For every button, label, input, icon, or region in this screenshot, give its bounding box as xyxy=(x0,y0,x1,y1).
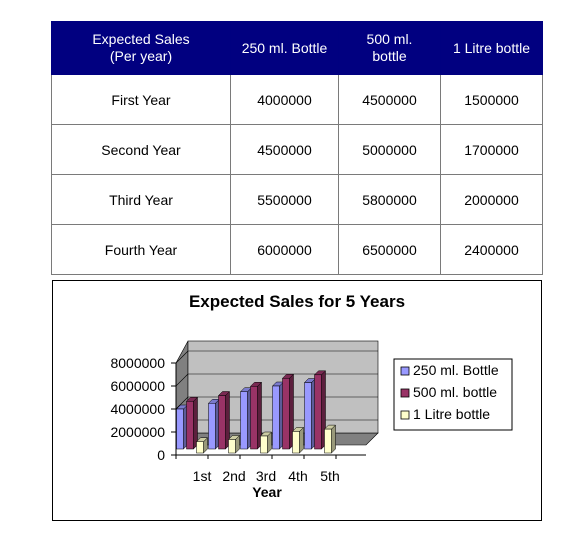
bar xyxy=(271,381,285,450)
cell-value: 2000000 xyxy=(440,174,543,225)
x-tick-label: 3rd xyxy=(256,468,276,484)
header-250ml: 250 ml. Bottle xyxy=(230,21,339,75)
y-tick-label: 6000000 xyxy=(110,378,165,394)
table-row: Second Year 4500000 5000000 1700000 xyxy=(51,124,543,175)
chart-container: Expected Sales for 5 Years 8000000 600000… xyxy=(52,280,542,521)
y-tick-label: 8000000 xyxy=(110,355,165,371)
cell-value: 1700000 xyxy=(440,124,543,175)
header-250ml-label: 250 ml. Bottle xyxy=(241,39,328,56)
x-ticks: 1st 2nd 3rd 4th 5th xyxy=(175,455,340,484)
gridline-side xyxy=(175,373,189,387)
chart-title: Expected Sales for 5 Years xyxy=(189,292,405,311)
x-tick-label: 2nd xyxy=(222,468,245,484)
bar xyxy=(239,387,253,450)
bar xyxy=(323,424,337,454)
y-tick-label: 2000000 xyxy=(110,424,165,440)
x-tick-label: 1st xyxy=(193,468,212,484)
header-500ml-label: 500 ml. bottle xyxy=(366,31,413,64)
legend-label: 250 ml. Bottle xyxy=(413,362,499,378)
bar xyxy=(195,437,209,454)
cell-value: 5800000 xyxy=(338,174,441,225)
y-tick-label: 4000000 xyxy=(110,401,165,417)
gridline-side xyxy=(175,350,189,364)
row-label: Second Year xyxy=(51,124,231,175)
row-label: First Year xyxy=(51,74,231,125)
cell-value: 4500000 xyxy=(338,74,441,125)
x-tick-label: 5th xyxy=(320,468,339,484)
bar xyxy=(313,370,327,450)
cell-value: 1500000 xyxy=(440,74,543,125)
header-500ml: 500 ml. bottle xyxy=(338,21,441,75)
bar xyxy=(217,390,231,450)
header-expected-sales: Expected Sales (Per year) xyxy=(51,21,231,75)
cell-value: 4500000 xyxy=(230,124,339,175)
bar xyxy=(281,373,295,450)
legend-swatch xyxy=(400,410,410,420)
sales-chart: Expected Sales for 5 Years 8000000 600000… xyxy=(110,292,513,500)
cell-value: 5500000 xyxy=(230,174,339,225)
bar xyxy=(175,404,189,450)
legend-label: 500 ml. bottle xyxy=(413,384,497,400)
gridline-side xyxy=(175,396,189,410)
row-label: Third Year xyxy=(51,174,231,225)
bar xyxy=(185,396,199,450)
legend xyxy=(393,358,513,431)
legend-swatch xyxy=(400,366,410,376)
legend-items: 250 ml. Bottle 500 ml. bottle 1 Litre bott… xyxy=(400,362,499,422)
x-tick-label: 4th xyxy=(288,468,307,484)
bar xyxy=(249,381,263,450)
table-row: Third Year 5500000 5800000 2000000 xyxy=(51,174,543,225)
y-ticks: 8000000 6000000 4000000 2000000 0 xyxy=(110,355,176,463)
cell-value: 6000000 xyxy=(230,224,339,275)
header-1litre-label: 1 Litre bottle xyxy=(452,39,531,56)
table-row: First Year 4000000 4500000 1500000 xyxy=(51,74,543,125)
cell-value: 4000000 xyxy=(230,74,339,125)
cell-value: 5000000 xyxy=(338,124,441,175)
y-tick-label: 0 xyxy=(157,447,165,463)
bar xyxy=(207,398,221,450)
x-axis-label: Year xyxy=(252,484,282,500)
table-row: Fourth Year 6000000 6500000 2400000 xyxy=(51,224,543,275)
legend-swatch xyxy=(400,388,410,398)
bar xyxy=(259,431,273,454)
cell-value: 6500000 xyxy=(338,224,441,275)
sales-table: Expected Sales (Per year) 250 ml. Bottle… xyxy=(51,21,543,275)
header-1litre: 1 Litre bottle xyxy=(440,21,543,75)
bar xyxy=(303,377,317,450)
header-expected-sales-label: Expected Sales (Per year) xyxy=(92,31,190,64)
cell-value: 2400000 xyxy=(440,224,543,275)
row-label: Fourth Year xyxy=(51,224,231,275)
legend-label: 1 Litre bottle xyxy=(413,406,490,422)
table-header-row: Expected Sales (Per year) 250 ml. Bottle… xyxy=(51,21,543,75)
bar xyxy=(291,426,305,454)
bar xyxy=(227,434,241,454)
